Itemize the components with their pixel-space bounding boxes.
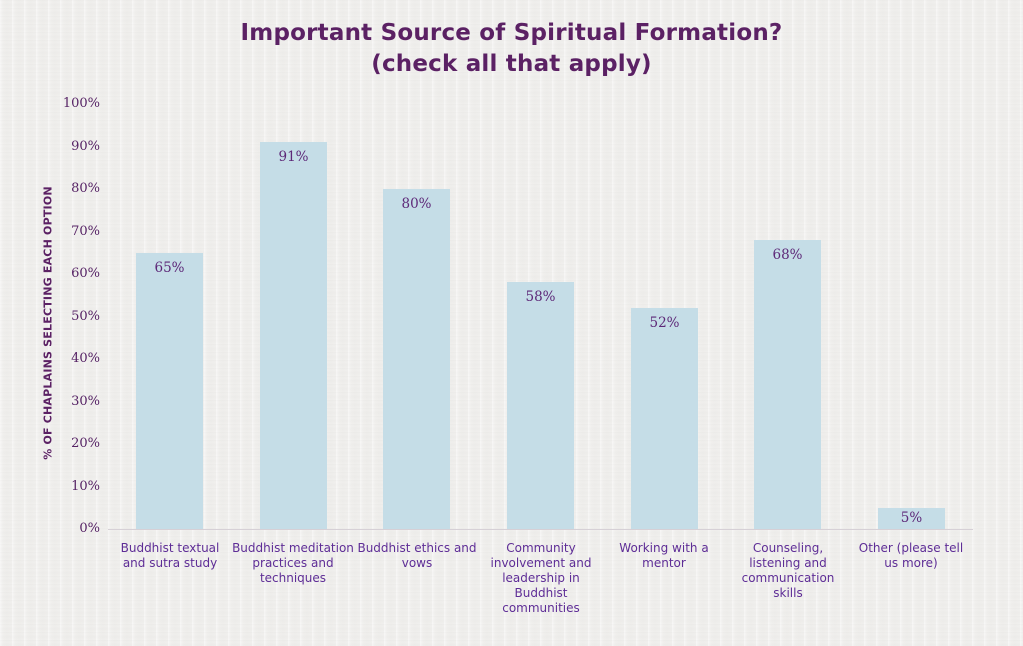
y-tick-label: 70% — [71, 223, 100, 239]
y-tick-label: 60% — [71, 266, 100, 281]
bar-value-label: 68% — [772, 247, 803, 263]
category-label: Community involvement and leadership in … — [490, 541, 592, 615]
x-axis-baseline — [108, 529, 973, 530]
bar: 68% — [754, 240, 821, 529]
chart-title-line1: Important Source of Spiritual Formation? — [240, 20, 783, 46]
bar-value-label: 58% — [525, 289, 556, 305]
bar: 91% — [260, 142, 327, 529]
bar-value-label: 65% — [154, 260, 185, 276]
bar: 58% — [507, 282, 574, 529]
chart-title-line2: (check all that apply) — [371, 51, 652, 77]
y-tick-label: 100% — [62, 96, 100, 111]
category-label: Buddhist meditation practices and techni… — [232, 541, 354, 585]
category-label: Buddhist textual and sutra study — [120, 541, 220, 570]
bar: 65% — [136, 253, 203, 529]
category-label: Working with a mentor — [619, 541, 709, 570]
y-tick-label: 20% — [71, 436, 100, 451]
y-tick-label: 0% — [79, 521, 100, 536]
y-tick-label: 40% — [71, 351, 100, 366]
y-tick-label: 10% — [71, 478, 100, 494]
y-tick-label: 50% — [71, 308, 100, 324]
chart-title: Important Source of Spiritual Formation?… — [0, 18, 1023, 80]
bar-value-label: 91% — [278, 149, 309, 165]
bar: 80% — [383, 189, 450, 529]
bar: 5% — [878, 508, 945, 529]
y-tick-label: 80% — [71, 181, 100, 196]
category-label: Buddhist ethics and vows — [357, 541, 477, 570]
y-tick-label: 30% — [71, 393, 100, 409]
bar-value-label: 52% — [649, 315, 680, 331]
bar-value-label: 5% — [900, 510, 923, 526]
y-tick-label: 90% — [71, 138, 100, 154]
bar: 52% — [631, 308, 698, 529]
category-label: Other (please tell us more) — [858, 541, 964, 570]
category-label: Counseling, listening and communication … — [741, 541, 835, 600]
bar-value-label: 80% — [401, 196, 432, 212]
